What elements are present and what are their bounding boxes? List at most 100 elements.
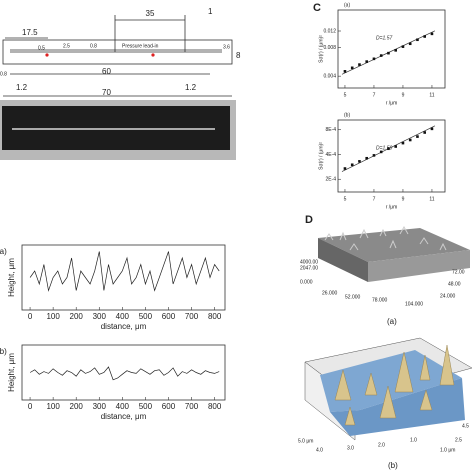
data-point <box>358 160 361 163</box>
x-tick-label: 5 <box>344 196 347 202</box>
surface-b: 5.0 μm 4.0 3.0 2.0 1.0 4.5 2.5 1.0 μm (b… <box>298 337 473 470</box>
data-point <box>394 145 398 148</box>
data-point <box>401 141 405 145</box>
drawing: 35 1 17.5 0.5 2.5 0.8 3.6 8 0.8 60 70 1.… <box>0 7 241 97</box>
axis-text: 4000.00 <box>300 259 318 265</box>
annotation: Pressure lead-in <box>122 43 159 49</box>
panel-label: C <box>313 2 321 14</box>
x-axis-label: distance, μm <box>101 322 147 331</box>
dimension: 1 <box>208 7 213 16</box>
annotation: D=1.50 <box>376 145 392 151</box>
axis-text: 72.00 <box>452 269 465 275</box>
surface-a: 4000.00 2047.00 0.000 26.000 52.000 78.0… <box>300 225 470 326</box>
x-tick-label: 0 <box>28 312 33 321</box>
y-axis-label: Height, μm <box>7 353 16 392</box>
axis-text: 26.000 <box>322 290 338 296</box>
axis-text: 2047.00 <box>300 265 318 271</box>
plot-frame <box>337 119 446 193</box>
y-tick-label: 0.012 <box>323 28 336 34</box>
dimension: 35 <box>146 9 155 18</box>
data-point <box>408 138 412 142</box>
axis-text: 0.000 <box>300 279 313 285</box>
y-axis-label: Sσ(r) / (μm)² <box>318 35 324 63</box>
x-tick-label: 500 <box>139 312 153 321</box>
dimension: 3.6 <box>223 44 230 50</box>
x-tick-label: 0 <box>28 402 33 411</box>
data-point <box>350 66 354 70</box>
data-point <box>408 42 412 46</box>
x-axis-label: r /μm <box>386 204 398 210</box>
sub-label: (b) <box>388 461 398 470</box>
x-tick-label: 500 <box>139 402 153 411</box>
data-point <box>423 131 427 134</box>
data-point <box>430 127 434 131</box>
x-tick-label: 300 <box>93 312 107 321</box>
data-point <box>343 70 347 73</box>
data-point <box>401 45 405 48</box>
x-axis-label: distance, μm <box>101 412 147 421</box>
data-point <box>372 154 376 157</box>
sub-label: (a) <box>387 317 397 326</box>
x-tick-label: 200 <box>70 402 84 411</box>
y-axis-label: Sσ(r) / (μm)² <box>318 142 324 170</box>
x-tick-label: 600 <box>162 402 176 411</box>
dimension: 60 <box>102 67 111 76</box>
dimension: 0.5 <box>38 45 45 51</box>
panel-label: D <box>305 214 313 226</box>
x-tick-label: 11 <box>429 196 434 202</box>
dimension: 0.8 <box>0 71 7 77</box>
x-tick-label: 800 <box>208 312 222 321</box>
sub-label: (a) <box>344 2 350 8</box>
dimension: 2.5 <box>63 43 70 49</box>
sub-label: (b) <box>0 347 7 356</box>
data-point <box>430 32 434 36</box>
plot-frame <box>337 9 446 89</box>
y-tick-label: 2E-4 <box>325 177 336 183</box>
profile-line <box>29 366 220 381</box>
x-tick-label: 5 <box>344 92 347 98</box>
y-tick-label: 8E-4 <box>325 127 336 133</box>
data-point <box>365 60 369 63</box>
data-point <box>358 63 361 66</box>
annotation: D=1.57 <box>376 35 392 41</box>
axis-text: 1.0 <box>410 437 417 443</box>
x-tick-label: 100 <box>46 312 60 321</box>
x-tick-label: 700 <box>185 402 199 411</box>
data-point <box>379 54 383 57</box>
data-point <box>394 49 398 52</box>
x-tick-label: 7 <box>373 92 376 98</box>
x-tick-label: 400 <box>116 402 130 411</box>
axis-text: 4.0 <box>316 447 323 453</box>
data-point <box>416 38 419 42</box>
plot-frame <box>21 344 226 401</box>
sub-label: (a) <box>0 247 7 256</box>
x-axis-label: r /μm <box>386 100 398 106</box>
axis-text: 4.5 <box>462 423 469 429</box>
data-point <box>423 35 427 38</box>
plot-frame <box>21 244 226 311</box>
x-tick-label: 700 <box>185 312 199 321</box>
axis-text: 3.0 <box>347 445 354 451</box>
data-point <box>343 167 347 170</box>
x-tick-label: 7 <box>373 196 376 202</box>
data-point <box>379 150 383 154</box>
plate-outline <box>2 39 233 65</box>
sub-label: (b) <box>344 112 350 118</box>
y-tick-label: 4E-4 <box>325 152 336 158</box>
x-tick-label: 600 <box>162 312 176 321</box>
axis-text: 78.000 <box>372 297 388 303</box>
axis-text: 2.0 <box>378 442 385 448</box>
y-tick-label: 0.004 <box>323 74 336 80</box>
data-point <box>387 147 390 151</box>
data-point <box>372 57 376 61</box>
x-tick-label: 9 <box>402 196 405 202</box>
y-tick-label: 0.008 <box>323 45 336 51</box>
x-tick-label: 800 <box>208 402 222 411</box>
axis-text: 48.00 <box>448 281 461 287</box>
lead-in-dot <box>151 53 155 57</box>
y-axis-label: Height, μm <box>7 258 16 297</box>
x-tick-label: 9 <box>402 92 405 98</box>
axis-text: 1.0 μm <box>440 447 455 453</box>
x-tick-label: 400 <box>116 312 130 321</box>
